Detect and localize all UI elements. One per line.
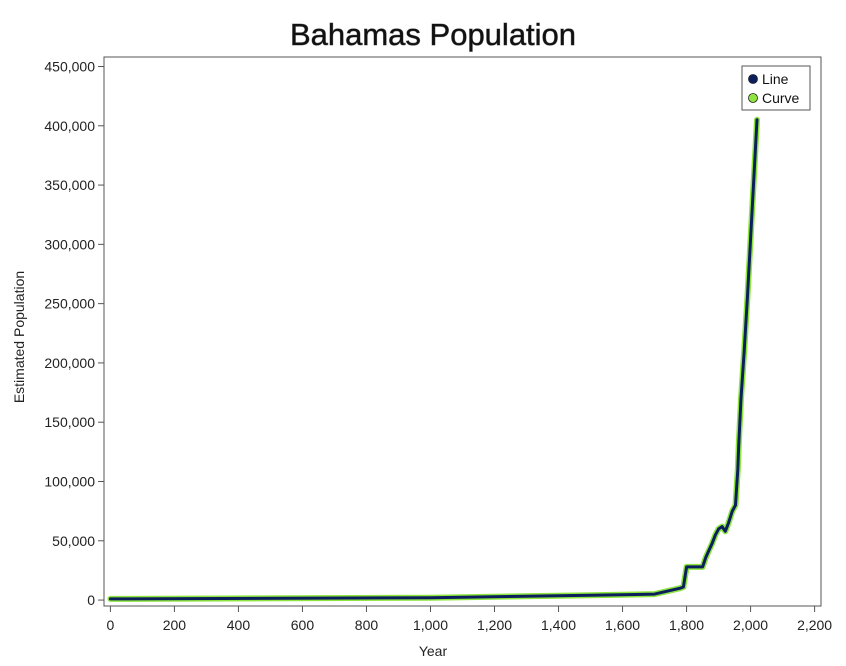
y-tick-label: 250,000 — [44, 296, 95, 312]
x-tick-label: 2,000 — [733, 617, 768, 633]
x-tick-label: 1,200 — [477, 617, 512, 633]
x-axis: 0 200 400 600 800 1,000 1,200 1,400 1,600 1,800 2,… — [107, 606, 832, 633]
x-tick-label: 0 — [107, 617, 115, 633]
x-axis-label: Year — [419, 643, 448, 659]
x-tick-label: 800 — [355, 617, 379, 633]
x-tick-label: 600 — [291, 617, 315, 633]
series-line-path — [108, 118, 759, 601]
y-axis-label: Estimated Population — [11, 271, 27, 403]
x-tick-label: 400 — [227, 617, 251, 633]
x-tick-label: 2,200 — [797, 617, 832, 633]
x-tick-label: 1,800 — [669, 617, 704, 633]
x-tick-label: 1,400 — [541, 617, 576, 633]
y-tick-label: 150,000 — [44, 414, 95, 430]
plot-area-frame — [103, 56, 822, 607]
legend-marker-line — [748, 74, 758, 84]
y-tick-label: 350,000 — [44, 177, 95, 193]
legend-label-curve[interactable]: Curve — [762, 90, 800, 106]
chart-title: Bahamas Population — [290, 17, 576, 52]
y-tick-label: 400,000 — [44, 118, 95, 134]
series-curve-path — [107, 116, 760, 602]
y-tick-label: 450,000 — [44, 58, 95, 74]
legend-label-line[interactable]: Line — [762, 71, 789, 87]
y-tick-label: 200,000 — [44, 355, 95, 371]
y-tick-label: 300,000 — [44, 236, 95, 252]
x-tick-label: 1,600 — [605, 617, 640, 633]
legend[interactable]: Line Curve — [741, 65, 811, 111]
y-axis: 0 50,000 100,000 150,000 200,000 250,000 300,0… — [44, 58, 104, 608]
x-tick-label: 1,000 — [413, 617, 448, 633]
x-tick-label: 200 — [163, 617, 187, 633]
y-tick-label: 100,000 — [44, 473, 95, 489]
y-tick-label: 0 — [87, 592, 95, 608]
legend-marker-curve — [748, 93, 758, 103]
y-tick-label: 50,000 — [52, 533, 95, 549]
series-layer — [107, 116, 760, 602]
